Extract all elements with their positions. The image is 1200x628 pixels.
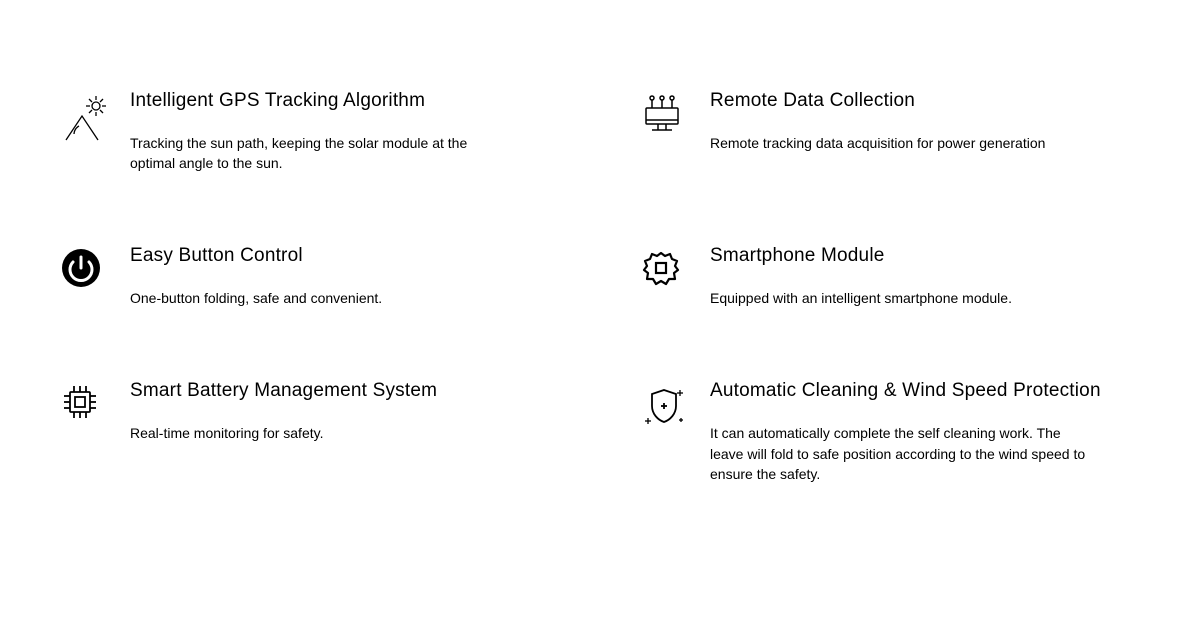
- feature-title: Easy Button Control: [130, 245, 560, 268]
- feature-desc: One-button folding, safe and convenient.: [130, 288, 510, 308]
- feature-desc: Remote tracking data acquisition for pow…: [710, 133, 1090, 153]
- feature-item: Automatic Cleaning & Wind Speed Protecti…: [640, 380, 1140, 484]
- feature-item: Smart Battery Management System Real-tim…: [60, 380, 560, 484]
- feature-title: Remote Data Collection: [710, 90, 1140, 113]
- power-button-icon: [60, 245, 120, 289]
- feature-desc: It can automatically complete the self c…: [710, 423, 1090, 484]
- feature-title: Intelligent GPS Tracking Algorithm: [130, 90, 560, 113]
- remote-data-icon: [640, 90, 700, 136]
- feature-item: Intelligent GPS Tracking Algorithm Track…: [60, 90, 560, 173]
- gear-chip-icon: [640, 245, 700, 289]
- feature-item: Easy Button Control One-button folding, …: [60, 245, 560, 308]
- feature-desc: Real-time monitoring for safety.: [130, 423, 510, 443]
- feature-item: Smartphone Module Equipped with an intel…: [640, 245, 1140, 308]
- features-grid: Intelligent GPS Tracking Algorithm Track…: [60, 90, 1140, 484]
- feature-title: Smart Battery Management System: [130, 380, 560, 403]
- shield-sparkle-icon: [640, 380, 700, 430]
- feature-desc: Equipped with an intelligent smartphone …: [710, 288, 1090, 308]
- sun-triangle-icon: [60, 90, 120, 146]
- feature-title: Automatic Cleaning & Wind Speed Protecti…: [710, 380, 1140, 403]
- feature-title: Smartphone Module: [710, 245, 1140, 268]
- feature-item: Remote Data Collection Remote tracking d…: [640, 90, 1140, 173]
- chip-icon: [60, 380, 120, 422]
- feature-desc: Tracking the sun path, keeping the solar…: [130, 133, 510, 174]
